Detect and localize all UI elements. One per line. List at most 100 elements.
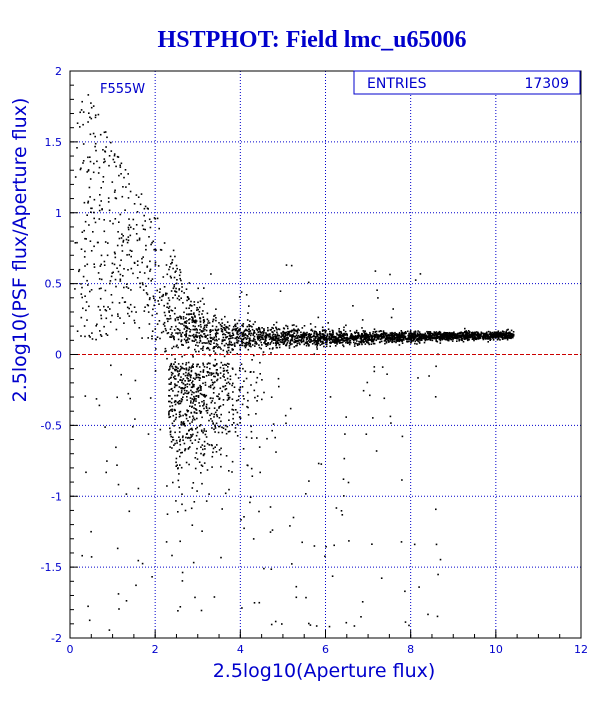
data-point [166, 485, 168, 487]
data-point [234, 337, 236, 340]
data-point [215, 345, 218, 348]
data-point [182, 318, 185, 320]
data-point [437, 573, 439, 576]
data-point [175, 461, 177, 464]
data-point [114, 256, 117, 259]
data-point [472, 333, 474, 335]
y-tick-label: -2 [51, 632, 62, 645]
data-point [178, 473, 180, 475]
data-point [443, 337, 445, 339]
data-point [227, 332, 230, 335]
data-point [217, 332, 219, 335]
data-point [144, 220, 146, 222]
data-point [342, 478, 345, 480]
data-point [171, 408, 173, 411]
data-point [211, 325, 214, 327]
data-point [93, 263, 95, 265]
data-point [390, 334, 392, 337]
data-point [196, 431, 199, 434]
data-point [191, 365, 194, 367]
data-point [226, 370, 228, 372]
data-point [232, 325, 235, 328]
data-point [463, 338, 466, 340]
data-point [168, 369, 170, 371]
data-point [221, 322, 224, 324]
data-point [87, 170, 90, 172]
data-point [170, 401, 173, 404]
data-point [457, 334, 459, 336]
data-point [151, 278, 154, 280]
data-point [319, 339, 321, 341]
data-point [311, 340, 314, 342]
data-point [401, 435, 404, 438]
data-point [195, 350, 197, 353]
data-point [236, 341, 239, 343]
data-point [296, 336, 299, 338]
data-point [489, 336, 492, 338]
data-point [259, 330, 261, 333]
data-point [215, 422, 218, 425]
data-point [196, 490, 198, 492]
data-point [195, 409, 198, 411]
data-point [103, 325, 105, 328]
data-point [158, 320, 161, 322]
data-point [126, 306, 129, 309]
data-point [385, 332, 387, 334]
data-point [294, 329, 297, 332]
data-point [277, 341, 279, 343]
data-point [167, 332, 170, 334]
data-point [300, 331, 302, 334]
data-point [355, 336, 357, 338]
data-point [226, 394, 229, 396]
data-point [158, 291, 161, 293]
data-point [256, 400, 258, 402]
data-point [141, 562, 144, 565]
data-point [386, 337, 388, 340]
data-point [345, 338, 347, 340]
data-point [334, 340, 336, 343]
data-point [364, 330, 366, 333]
data-point [304, 342, 307, 344]
data-point [146, 304, 149, 306]
data-point [487, 334, 489, 337]
data-point [154, 370, 157, 372]
data-point [130, 267, 133, 270]
data-point [224, 363, 226, 366]
data-point [376, 335, 378, 338]
data-point [173, 336, 175, 338]
data-point [320, 463, 323, 465]
data-point [175, 291, 178, 293]
data-point [109, 280, 112, 282]
data-point [177, 316, 180, 319]
data-point [429, 333, 431, 335]
data-point [110, 294, 113, 296]
data-point [333, 338, 335, 341]
data-point [324, 334, 326, 337]
data-point [92, 171, 95, 174]
data-point [200, 464, 203, 466]
data-point [109, 308, 111, 310]
data-point [166, 513, 169, 515]
data-point [289, 343, 292, 346]
data-point [317, 333, 320, 336]
data-point [104, 309, 107, 311]
x-tick-label: 2 [152, 643, 159, 656]
data-point [181, 571, 184, 574]
data-point [396, 334, 399, 336]
data-point [113, 161, 116, 163]
data-point [360, 616, 362, 618]
data-point [456, 340, 458, 342]
data-point [210, 372, 213, 374]
data-point [485, 333, 487, 336]
data-point [512, 331, 515, 333]
data-point [169, 416, 172, 418]
data-point [201, 331, 204, 333]
data-point [340, 338, 343, 341]
data-point [154, 328, 157, 330]
data-point [157, 300, 159, 302]
data-point [236, 327, 239, 329]
data-point [193, 336, 195, 339]
data-point [80, 248, 83, 250]
data-point [247, 414, 250, 416]
data-point [272, 423, 275, 425]
